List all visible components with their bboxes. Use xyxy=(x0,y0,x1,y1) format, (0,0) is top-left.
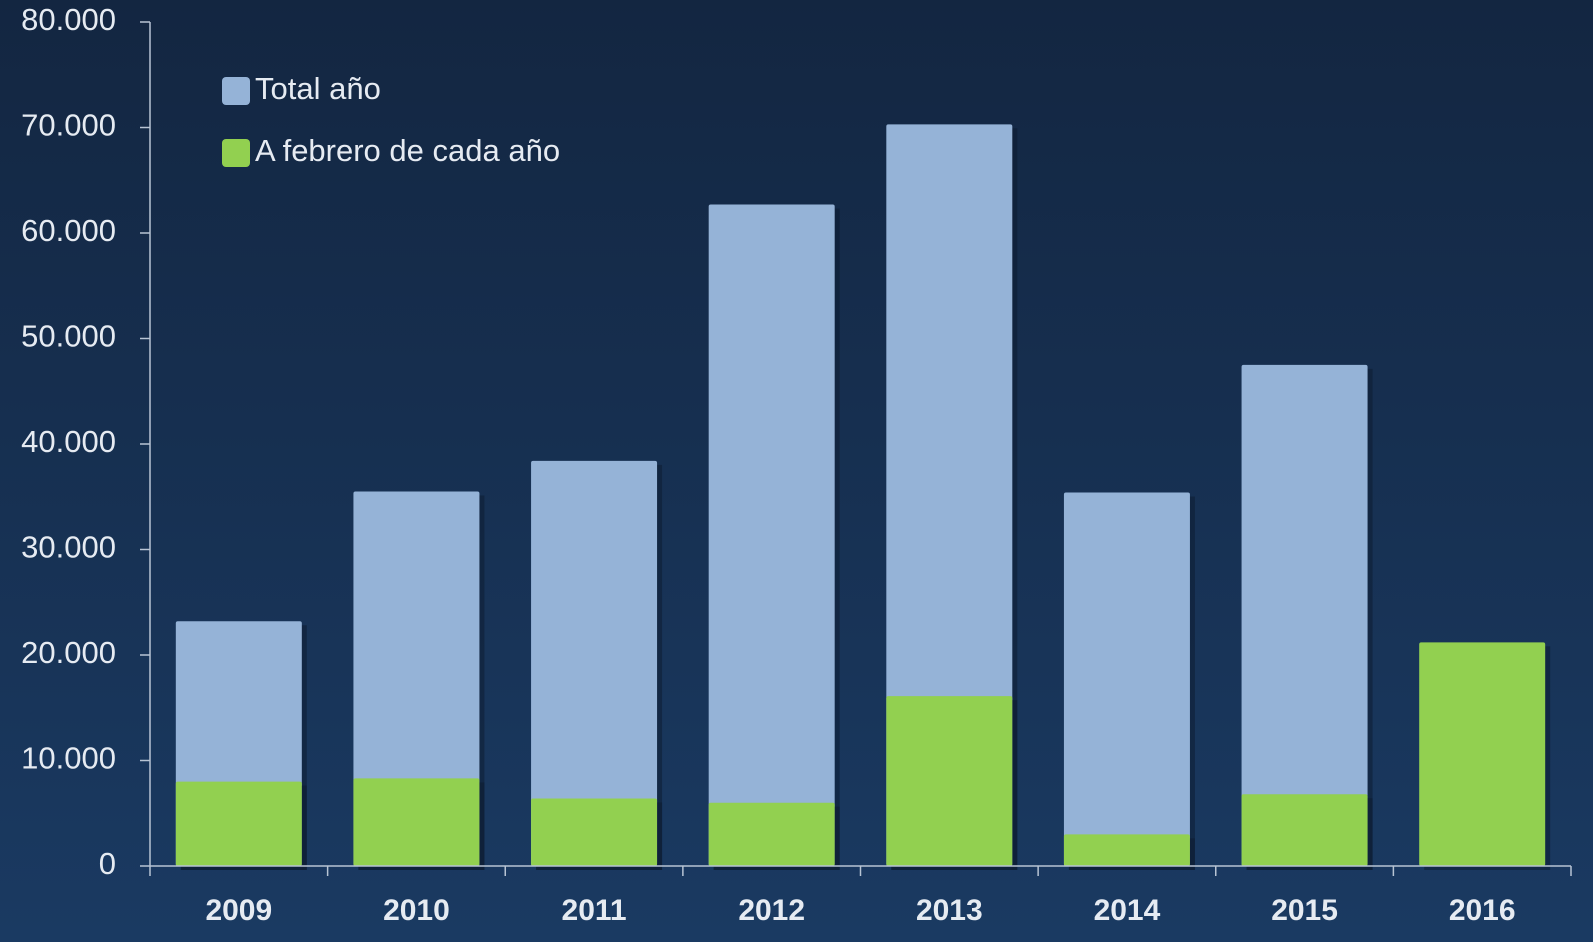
y-tick-label: 70.000 xyxy=(21,108,116,143)
y-tick-label: 20.000 xyxy=(21,635,116,670)
bar xyxy=(1241,794,1368,866)
bar xyxy=(175,781,302,866)
bar xyxy=(1419,642,1546,866)
x-tick-label: 2010 xyxy=(383,894,450,927)
legend-label: A febrero de cada año xyxy=(255,133,560,168)
x-tick-label: 2014 xyxy=(1094,894,1161,927)
y-tick-label: 60.000 xyxy=(21,213,116,248)
bar xyxy=(886,696,1013,866)
bar xyxy=(531,460,658,866)
x-tick-label: 2009 xyxy=(205,894,272,927)
bar xyxy=(1241,364,1368,866)
legend-swatch xyxy=(222,77,250,105)
bar xyxy=(1063,492,1190,866)
y-tick-label: 50.000 xyxy=(21,319,116,354)
bar xyxy=(708,204,835,866)
y-tick-label: 10.000 xyxy=(21,741,116,776)
y-tick-label: 40.000 xyxy=(21,424,116,459)
x-tick-label: 2011 xyxy=(562,894,627,927)
y-tick-label: 0 xyxy=(99,846,116,881)
bar xyxy=(353,778,480,866)
y-tick-label: 80.000 xyxy=(21,2,116,37)
legend-label: Total año xyxy=(255,71,381,106)
bar xyxy=(708,802,835,866)
bar xyxy=(1063,834,1190,866)
x-tick-label: 2012 xyxy=(738,894,805,927)
bar xyxy=(531,798,658,866)
x-tick-label: 2015 xyxy=(1271,894,1338,927)
bar xyxy=(886,124,1013,866)
bar xyxy=(353,491,480,866)
x-tick-label: 2013 xyxy=(916,894,983,927)
x-tick-label: 2016 xyxy=(1449,894,1516,927)
y-tick-label: 30.000 xyxy=(21,530,116,565)
legend-swatch xyxy=(222,139,250,167)
